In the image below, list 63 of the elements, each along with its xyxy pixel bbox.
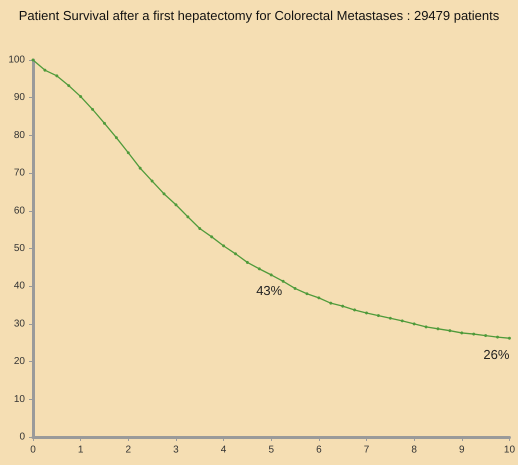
point [305,292,308,296]
point [246,260,249,264]
point [400,319,404,322]
point [91,108,94,111]
point [484,334,488,338]
x-tick-label: 0 [30,444,36,456]
point [496,336,500,339]
point [150,180,154,183]
point [126,151,130,154]
point [222,244,226,248]
y-tick-label: 70 [14,168,26,179]
y-tick-label: 40 [14,280,26,292]
point [460,331,464,334]
point [79,95,82,98]
x-tick-label: 1 [78,444,84,456]
point [198,227,202,230]
point [102,122,106,125]
x-tick-label: 10 [504,444,516,456]
x-tick-label: 4 [220,444,227,456]
point [138,166,142,170]
x-tick-label: 6 [316,444,322,456]
point [317,296,320,300]
point [353,308,356,312]
x-tick-label: 2 [126,444,132,456]
y-tick-label: 90 [14,92,26,104]
x-tick-label: 7 [364,444,370,456]
annotation: 43% [256,282,283,298]
y-tick-label: 0 [19,432,26,442]
point [436,327,440,330]
point [258,267,261,270]
point [376,314,380,318]
point [282,280,285,283]
point [424,325,428,328]
chart-title: Patient Survival after a first hepatectomy for Colorectal Metastases : 29479 patients [18,8,500,23]
x-tick-label: 3 [173,444,180,456]
point [186,215,190,218]
point [270,273,273,276]
point [162,192,166,196]
annotation: 26% [483,346,510,362]
y-tick-label: 80 [14,130,26,141]
point [341,304,344,308]
point [114,136,118,140]
point [448,329,452,332]
x-tick-label: 8 [411,444,418,456]
y-tick-label: 60 [14,205,26,216]
point [210,235,214,238]
point [412,322,416,326]
point [174,203,178,206]
point [67,84,70,88]
point [508,336,511,340]
y-tick-label: 10 [14,394,26,405]
point [43,68,46,72]
x-tick-label: 9 [459,444,466,456]
line-series [32,58,511,340]
y-tick-label: 50 [14,243,26,254]
y-tick-label: 30 [14,318,26,330]
y-tick-label: 100 [8,54,26,66]
point [472,332,476,336]
y-tick-label: 20 [14,356,26,368]
x-tick-label: 5 [268,444,274,456]
point [55,74,58,78]
point [234,252,237,256]
point [329,302,332,305]
